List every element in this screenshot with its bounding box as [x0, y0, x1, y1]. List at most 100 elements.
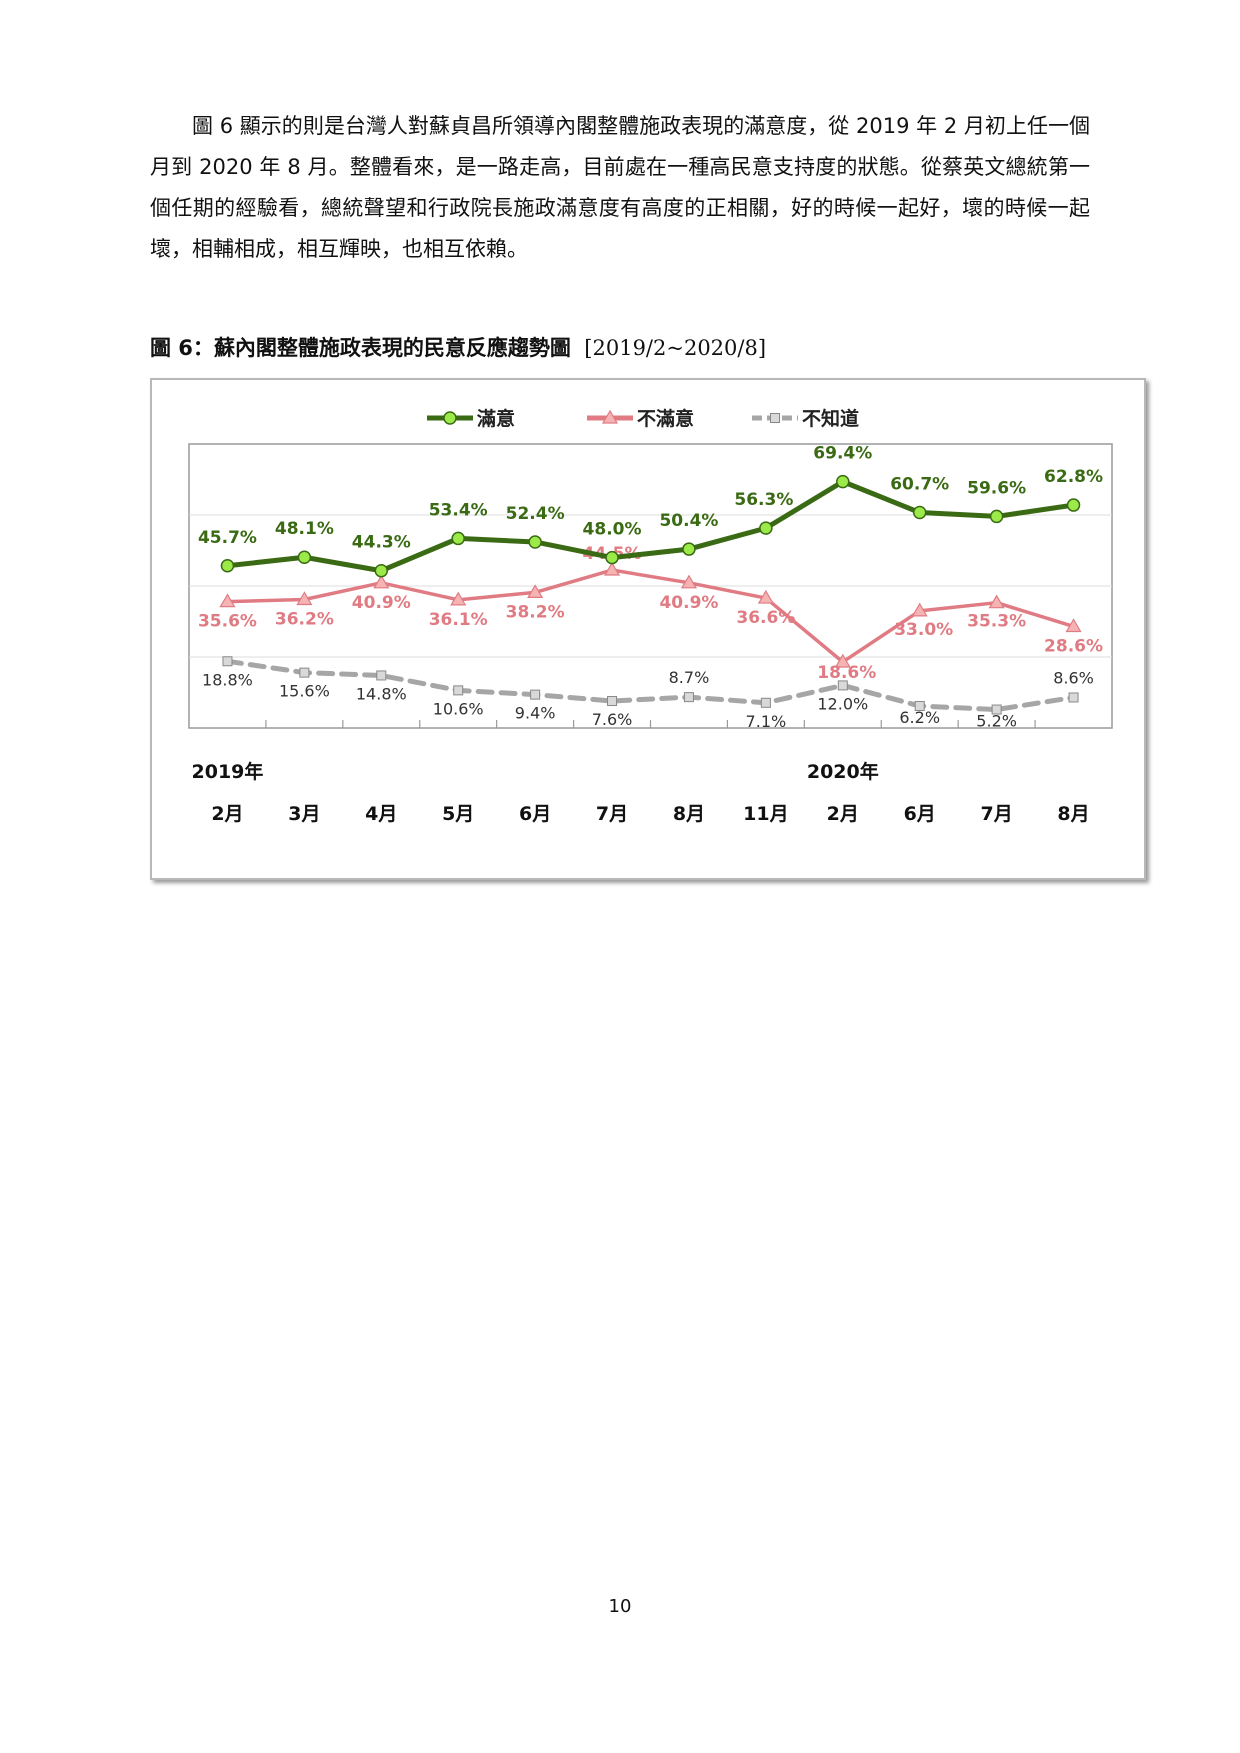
point-2-6	[683, 692, 694, 703]
legend-label-1: 不滿意	[637, 407, 694, 430]
data-label-0-1: 48.1%	[275, 519, 334, 539]
point-1-6	[680, 574, 698, 589]
data-label-1-3: 36.1%	[429, 610, 488, 630]
legend-label-2: 不知道	[802, 407, 859, 430]
data-label-2-2: 14.8%	[356, 684, 407, 703]
data-label-0-9: 60.7%	[890, 475, 949, 495]
series-line-1	[225, 568, 1076, 664]
point-1-10	[988, 594, 1005, 609]
data-label-2-3: 10.6%	[433, 699, 484, 718]
data-label-2-0: 18.8%	[202, 670, 253, 689]
data-label-2-11: 8.6%	[1053, 668, 1094, 687]
point-0-10	[989, 509, 1004, 524]
point-2-9	[914, 700, 925, 711]
point-0-11	[1066, 498, 1081, 512]
data-label-2-7: 7.1%	[746, 712, 787, 731]
point-0-8	[836, 474, 850, 489]
point-0-1	[297, 550, 312, 564]
point-0-2	[374, 563, 389, 578]
data-label-2-10: 5.2%	[976, 712, 1017, 731]
x-tick-label-6: 8月	[673, 803, 705, 825]
point-0-6	[682, 542, 696, 556]
point-0-9	[912, 505, 927, 520]
data-label-2-4: 9.4%	[515, 704, 556, 723]
data-label-0-3: 53.4%	[429, 500, 488, 520]
figure-range: [2019/2~2020/8]	[584, 336, 767, 360]
data-label-2-8: 12.0%	[817, 694, 868, 713]
point-1-0	[219, 593, 236, 608]
point-0-4	[528, 535, 542, 549]
data-label-0-7: 56.3%	[734, 490, 793, 510]
point-1-3	[450, 591, 467, 606]
x-tick-label-10: 7月	[981, 803, 1013, 825]
point-1-7	[757, 589, 774, 604]
data-label-0-0: 45.7%	[198, 528, 257, 548]
data-label-1-1: 36.2%	[275, 609, 334, 629]
point-1-1	[296, 591, 313, 606]
body-paragraph: 圖 6 顯示的則是台灣人對蘇貞昌所領導內閣整體施政表現的滿意度，從 2019 年…	[150, 114, 1090, 261]
data-label-1-11: 28.6%	[1044, 636, 1103, 656]
x-tick-label-7: 11月	[743, 803, 788, 825]
point-2-10	[991, 704, 1002, 715]
series-line-0	[224, 479, 1077, 574]
x-tick-label-1: 3月	[288, 803, 320, 825]
data-label-1-6: 40.9%	[659, 593, 718, 613]
x-tick-label-8: 2月	[827, 803, 859, 825]
point-0-3	[451, 531, 465, 546]
point-0-5	[605, 550, 619, 565]
data-label-1-7: 36.6%	[736, 608, 795, 628]
year-label-1: 2020年	[807, 760, 879, 783]
data-label-1-10: 35.3%	[967, 612, 1026, 632]
point-2-8	[837, 680, 848, 691]
year-label-0: 2019年	[192, 760, 264, 783]
point-1-2	[373, 574, 390, 589]
data-label-1-2: 40.9%	[352, 593, 411, 613]
point-0-0	[220, 559, 235, 573]
x-tick-label-2: 4月	[365, 803, 397, 825]
data-label-0-5: 48.0%	[583, 520, 642, 540]
data-label-2-1: 15.6%	[279, 682, 330, 701]
point-1-4	[527, 584, 544, 598]
data-label-0-10: 59.6%	[967, 478, 1026, 498]
data-label-0-6: 50.4%	[659, 511, 718, 531]
data-label-1-0: 35.6%	[198, 612, 257, 632]
point-2-4	[530, 689, 541, 700]
data-label-2-6: 8.7%	[669, 668, 710, 687]
legend-label-0: 滿意	[477, 407, 515, 430]
legend-marker-0	[443, 411, 457, 425]
data-label-2-5: 7.6%	[592, 710, 633, 729]
figure-title: 蘇內閣整體施政表現的民意反應趨勢圖	[213, 336, 571, 360]
point-2-11	[1068, 692, 1079, 703]
point-0-7	[759, 521, 773, 535]
point-2-7	[760, 697, 771, 708]
data-label-0-8: 69.4%	[813, 444, 872, 464]
point-2-2	[376, 670, 387, 681]
line-chart: 滿意 不滿意 不知道 18.8% 15.6% 14.8% 10.6% 9.4% 7.6% 8.7%…	[188, 407, 1113, 825]
legend-marker-2	[770, 413, 780, 423]
point-1-8	[834, 653, 851, 668]
figure-label: 圖 6：	[150, 336, 214, 360]
data-label-1-8: 18.6%	[817, 663, 876, 683]
x-tick-label-4: 6月	[519, 803, 551, 825]
x-tick-label-5: 7月	[596, 803, 628, 825]
series-line-2	[224, 658, 1077, 713]
point-2-0	[222, 656, 233, 667]
x-tick-label-11: 8月	[1057, 803, 1089, 825]
figure-caption: 圖 6：蘇內閣整體施政表現的民意反應趨勢圖 [2019/2~2020/8]	[150, 332, 766, 362]
page-number: 10	[608, 1596, 632, 1617]
data-label-2-9: 6.2%	[899, 708, 940, 727]
point-2-3	[453, 685, 464, 696]
point-2-1	[299, 667, 310, 678]
point-2-5	[607, 696, 618, 707]
data-label-1-4: 38.2%	[506, 602, 565, 622]
legend-marker-1	[601, 409, 619, 424]
data-label-0-11: 62.8%	[1044, 467, 1103, 487]
data-label-1-9: 33.0%	[894, 620, 953, 640]
data-label-0-2: 44.3%	[352, 533, 411, 553]
point-1-5	[603, 561, 621, 576]
data-label-0-4: 52.4%	[506, 504, 565, 524]
chart-frame: 滿意 不滿意 不知道 18.8% 15.6% 14.8% 10.6% 9.4% 7.6% 8.7%…	[150, 378, 1146, 880]
x-tick-label-9: 6月	[904, 803, 936, 825]
x-tick-label-0: 2月	[211, 803, 243, 825]
point-1-9	[911, 602, 928, 617]
